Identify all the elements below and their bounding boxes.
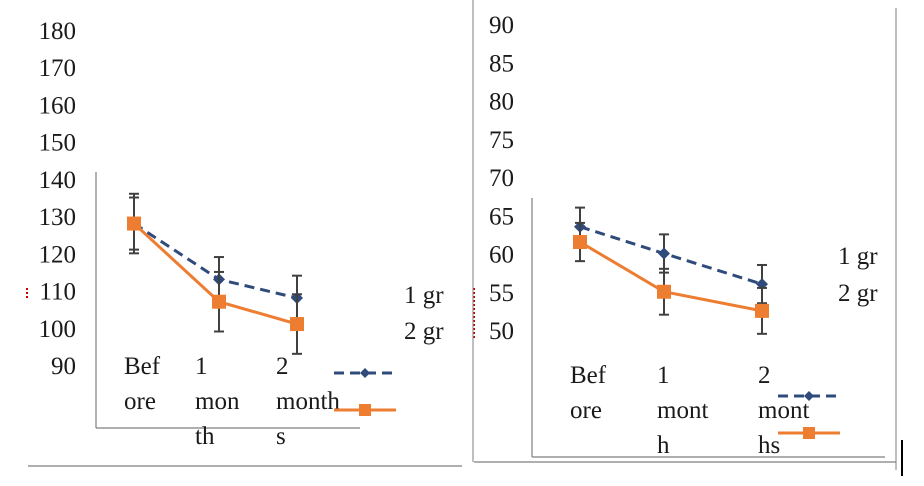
x-tick-label: Bef xyxy=(570,362,607,389)
chart-right: 50 55 60 65 70 75 80 85 90 Bef ore 1 mont h 2 mont hs 1 g… xyxy=(473,12,896,463)
y-tick-label: 90 xyxy=(489,12,514,39)
series-line-1 xyxy=(133,222,298,300)
x-tick-label: h xyxy=(657,432,670,459)
y-tick-label: 70 xyxy=(489,165,514,192)
series2-point xyxy=(212,294,226,309)
y-tick-label: 90 xyxy=(51,353,76,380)
series1-point xyxy=(658,247,670,260)
series-line-2 xyxy=(132,222,298,326)
x-tick-label: ore xyxy=(570,397,602,424)
legend-label-2: 2 gr xyxy=(404,318,444,345)
y-tick-label: 140 xyxy=(39,167,77,194)
x-tick-label: ore xyxy=(124,388,156,415)
legend-marker-2 xyxy=(803,427,815,439)
y-tick-label: 160 xyxy=(39,92,77,119)
series2-point xyxy=(127,216,141,231)
series2-point xyxy=(657,284,671,299)
x-tick-label: s xyxy=(276,423,286,450)
y-tick-label: 110 xyxy=(39,279,76,306)
legend-marker-1 xyxy=(804,391,814,401)
y-tick-label: 75 xyxy=(489,127,514,154)
x-tick-label: th xyxy=(195,423,215,450)
y-tick-label: 60 xyxy=(489,242,514,269)
x-tick-label: mon xyxy=(195,388,240,415)
legend-marker-2 xyxy=(359,404,371,416)
series-line-1 xyxy=(579,225,763,286)
legend-marker-1 xyxy=(360,368,370,378)
x-tick-label: mont xyxy=(758,397,809,424)
x-tick-label: month xyxy=(276,388,340,415)
series2-point xyxy=(755,303,769,318)
x-tick-label: hs xyxy=(758,432,780,459)
y-tick-label: 150 xyxy=(39,130,77,157)
x-tick-label: 2 xyxy=(758,362,771,389)
series2-point xyxy=(290,317,304,332)
y-tick-label: 65 xyxy=(489,203,514,230)
y-tick-label: 130 xyxy=(39,204,77,231)
legend-label-2: 2 gr xyxy=(838,280,878,307)
chart-left: 90100110120130140150160170180Before1mont… xyxy=(26,18,462,467)
y-tick-label: 80 xyxy=(489,89,514,116)
y-tick-label: 170 xyxy=(39,55,77,82)
x-tick-label: Bef xyxy=(124,353,161,380)
x-tick-label: 2 xyxy=(276,353,289,380)
y-tick-label: 180 xyxy=(39,18,77,45)
x-tick-label: 1 xyxy=(657,362,670,389)
y-tick-label: 50 xyxy=(489,318,514,345)
y-tick-label: 120 xyxy=(39,241,77,268)
series2-point xyxy=(573,235,587,250)
y-tick-label: 55 xyxy=(489,280,514,307)
x-tick-label: mont xyxy=(657,397,708,424)
legend-label-1: 1 gr xyxy=(838,243,878,270)
y-tick-label: 85 xyxy=(489,50,514,77)
legend-label-1: 1 gr xyxy=(404,282,444,309)
x-tick-label: 1 xyxy=(195,353,208,380)
y-tick-label: 100 xyxy=(39,316,77,343)
